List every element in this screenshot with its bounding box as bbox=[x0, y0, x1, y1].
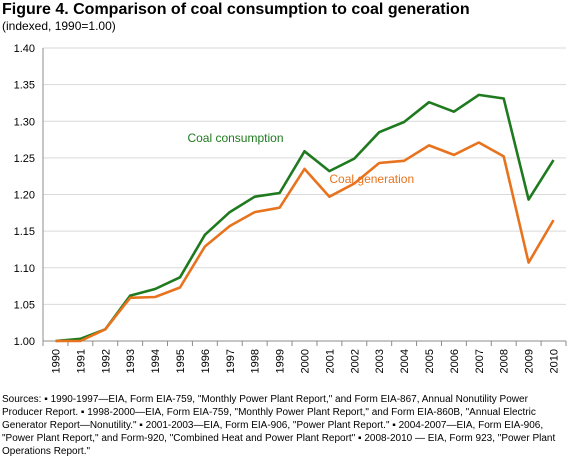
x-tick-label: 2004 bbox=[399, 349, 411, 373]
grid-lines bbox=[43, 47, 566, 342]
x-tick-label: 2006 bbox=[449, 349, 461, 373]
x-tick-label: 1995 bbox=[175, 349, 187, 373]
x-tick-label: 1998 bbox=[250, 349, 262, 373]
chart-title: Figure 4. Comparison of coal consumption… bbox=[2, 1, 470, 18]
x-tick-label: 2001 bbox=[324, 349, 336, 373]
y-tick-label: 1.20 bbox=[14, 190, 35, 202]
x-tick-label: 2009 bbox=[524, 349, 536, 373]
line-chart: 1.00 1.05 1.10 1.15 1.20 1.25 1.30 1.35 1.40 199… bbox=[14, 43, 567, 373]
y-tick-label: 1.00 bbox=[14, 336, 35, 348]
series-lines bbox=[55, 93, 555, 343]
y-tick-label: 1.40 bbox=[14, 43, 35, 55]
x-tick-label: 1990 bbox=[50, 349, 62, 373]
y-tick-label: 1.10 bbox=[14, 263, 35, 275]
series-labels: Coal consumption Coal generation bbox=[187, 131, 414, 186]
coal-consumption-line bbox=[55, 93, 555, 343]
x-tick-label: 1993 bbox=[125, 349, 137, 373]
x-tick-label: 2010 bbox=[549, 349, 561, 373]
x-tick-label: 2005 bbox=[424, 349, 436, 373]
coal-generation-line bbox=[55, 141, 555, 343]
y-axis: 1.00 1.05 1.10 1.15 1.20 1.25 1.30 1.35 1.40 bbox=[14, 43, 44, 348]
x-tick-label: 2000 bbox=[300, 349, 312, 373]
y-tick-label: 1.35 bbox=[14, 80, 35, 92]
x-tick-label: 2003 bbox=[374, 349, 386, 373]
x-tick-label: 1997 bbox=[225, 349, 237, 373]
y-tick-label: 1.25 bbox=[14, 153, 35, 165]
y-tick-label: 1.05 bbox=[14, 299, 35, 311]
x-tick-label: 1994 bbox=[150, 349, 162, 373]
x-tick-label: 2008 bbox=[499, 349, 511, 373]
x-axis: 1990 1991 1992 1993 1994 1995 1996 1997 1998 1999… bbox=[42, 340, 567, 373]
coal-consumption-label: Coal consumption bbox=[187, 131, 283, 145]
x-tick-label: 1992 bbox=[100, 349, 112, 373]
sources-note: Sources: ▪ 1990-1997—EIA, Form EIA-759, … bbox=[2, 394, 556, 457]
coal-generation-label: Coal generation bbox=[329, 172, 414, 186]
x-tick-label: 2002 bbox=[349, 349, 361, 373]
chart-subtitle: (indexed, 1990=1.00) bbox=[2, 19, 116, 33]
y-tick-label: 1.30 bbox=[14, 116, 35, 128]
x-tick-label: 2007 bbox=[474, 349, 486, 373]
y-tick-label: 1.15 bbox=[14, 226, 35, 238]
x-tick-label: 1991 bbox=[75, 349, 87, 373]
x-tick-label: 1996 bbox=[200, 349, 212, 373]
x-tick-label: 1999 bbox=[275, 349, 287, 373]
